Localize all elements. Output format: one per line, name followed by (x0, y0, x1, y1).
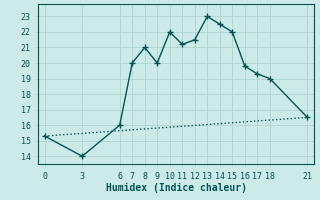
X-axis label: Humidex (Indice chaleur): Humidex (Indice chaleur) (106, 183, 246, 193)
